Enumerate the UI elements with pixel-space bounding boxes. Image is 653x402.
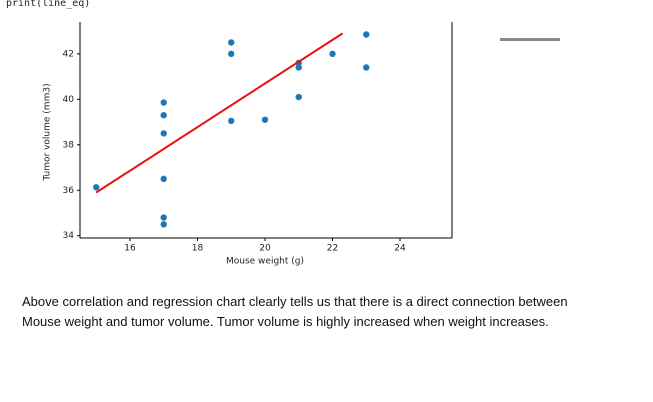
scatter-point [160, 175, 167, 183]
scatter-point [93, 184, 100, 191]
y-tick-label: 38 [63, 140, 75, 150]
x-axis-label: Mouse weight (g) [226, 257, 304, 267]
x-tick-label: 22 [327, 244, 338, 254]
scatter-point [160, 214, 167, 221]
scatter-point [295, 64, 302, 71]
scatter-point [160, 99, 167, 106]
scroll-bar [500, 38, 560, 41]
scatter-point [160, 112, 167, 119]
plot-area [93, 31, 370, 228]
scatter-point [363, 64, 370, 71]
scatter-point [160, 221, 167, 228]
regression-line [95, 32, 344, 194]
code-line: print(line_eq) [6, 0, 90, 9]
x-tick-label: 18 [192, 244, 204, 254]
chart-image [0, 0, 560, 270]
x-tick-label: 16 [124, 244, 136, 254]
y-axis-label: Tumor volume (mm3) [43, 83, 53, 181]
y-tick-label: 40 [63, 95, 75, 105]
y-tick-label: 42 [63, 49, 74, 59]
scatter-point [329, 50, 336, 58]
chart: print(line_eq) Mouse weight (g) Tumor vo… [0, 0, 560, 270]
scatter-point [261, 116, 269, 123]
y-tick-label: 34 [63, 231, 75, 241]
scatter-point [160, 130, 167, 137]
y-tick-label: 36 [63, 186, 75, 196]
scatter-point [228, 117, 235, 125]
scatter-point [363, 31, 370, 38]
scatter-point [295, 93, 302, 101]
x-tick-label: 20 [259, 244, 271, 254]
scatter-point [228, 39, 235, 46]
paragraph-line: Mouse weight and tumor volume. Tumor vol… [22, 314, 549, 329]
paragraph-line: Above correlation and regression chart c… [22, 294, 568, 309]
scatter-point [228, 50, 235, 58]
x-tick-label: 24 [394, 244, 406, 254]
